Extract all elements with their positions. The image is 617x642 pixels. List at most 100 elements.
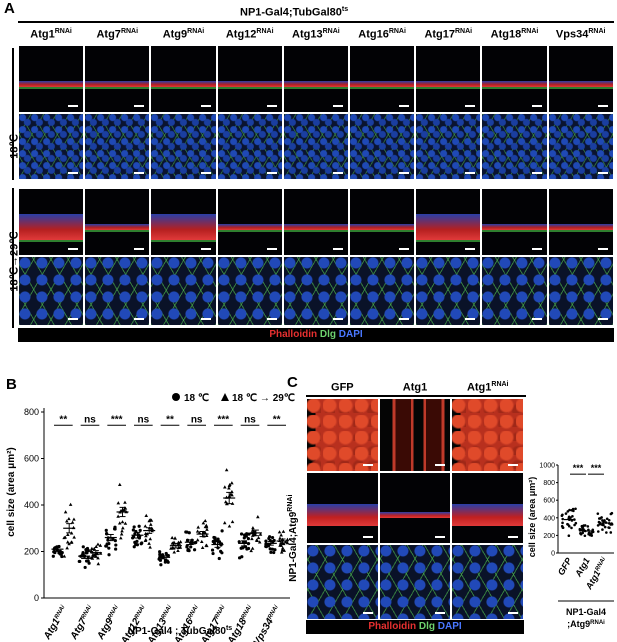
significance-label: *** bbox=[111, 414, 123, 425]
micrograph-atg17-row2 bbox=[415, 113, 482, 180]
data-point-circle bbox=[114, 547, 118, 551]
data-point-triangle bbox=[277, 530, 282, 534]
micrograph-vps34-row2 bbox=[547, 113, 614, 180]
data-point-triangle bbox=[63, 510, 68, 514]
data-point-circle bbox=[131, 528, 135, 532]
data-point-triangle bbox=[279, 543, 284, 547]
significance-label: ** bbox=[273, 414, 281, 425]
panel-c-micrograph-1-row2 bbox=[378, 472, 452, 544]
panel-a-genotype: NP1-Gal4;TubGal80ts bbox=[240, 6, 349, 19]
significance-label: ** bbox=[59, 414, 67, 425]
data-point-circle bbox=[87, 561, 91, 565]
micrograph-atg18-row1 bbox=[481, 45, 548, 113]
data-point-circle bbox=[220, 529, 224, 533]
panel-c-micrograph-2-row3 bbox=[451, 544, 525, 620]
micrograph-vps34-row4 bbox=[547, 256, 614, 326]
micrograph-atg12-row3 bbox=[216, 188, 283, 256]
data-point-triangle bbox=[195, 538, 200, 542]
data-point-triangle bbox=[251, 526, 255, 530]
data-point-circle bbox=[270, 535, 275, 540]
data-point-circle bbox=[192, 548, 197, 552]
column-label-atg16: Atg16RNAi bbox=[358, 28, 406, 41]
data-point-circle bbox=[84, 559, 89, 563]
data-point-triangle bbox=[230, 481, 234, 485]
data-point-triangle bbox=[96, 542, 100, 546]
data-point-triangle bbox=[149, 518, 154, 522]
panel-c-column-label-2: Atg1RNAi bbox=[466, 381, 509, 394]
data-point-triangle bbox=[256, 535, 261, 540]
data-point-triangle bbox=[94, 544, 98, 549]
column-label-atg12: Atg12RNAi bbox=[225, 28, 274, 41]
data-point-circle bbox=[213, 538, 217, 542]
legend-circle-marker bbox=[172, 393, 180, 401]
data-point-triangle bbox=[170, 535, 174, 540]
data-point-triangle bbox=[149, 522, 153, 526]
data-point-triangle bbox=[119, 536, 123, 540]
inset-ytick-label: 400 bbox=[543, 515, 555, 522]
inset-data-point bbox=[566, 522, 569, 526]
row-bracket-18c bbox=[12, 48, 14, 180]
legend-triangle-marker bbox=[221, 393, 229, 401]
data-point-triangle bbox=[250, 546, 255, 550]
data-point-triangle bbox=[285, 541, 290, 545]
data-point-triangle bbox=[147, 541, 151, 545]
data-point-circle bbox=[83, 565, 87, 570]
data-point-triangle bbox=[223, 485, 227, 489]
data-point-triangle bbox=[67, 542, 71, 546]
data-point-triangle bbox=[227, 486, 231, 490]
data-point-circle bbox=[264, 539, 268, 543]
significance-label: ns bbox=[244, 414, 256, 425]
data-point-circle bbox=[237, 540, 241, 544]
data-point-triangle bbox=[144, 513, 149, 517]
panel-b-ytick-label: 200 bbox=[24, 547, 39, 557]
inset-data-point bbox=[581, 525, 585, 529]
data-point-circle bbox=[105, 532, 109, 536]
legend-circle-label: 18 ℃ bbox=[184, 393, 209, 404]
data-point-circle bbox=[245, 547, 249, 551]
micrograph-atg12-row2 bbox=[216, 113, 283, 180]
data-point-triangle bbox=[178, 540, 183, 544]
panel-c-micrograph-2-row1 bbox=[451, 398, 525, 472]
category-label-atg18: Atg18RNAi bbox=[225, 604, 256, 642]
panel-a-top-rule bbox=[18, 21, 614, 23]
panel-c-micrograph-0-row2 bbox=[306, 472, 379, 544]
data-point-circle bbox=[217, 556, 221, 561]
panel-b-chart: ** ns *** ns ** ns *** ns ** 0 200 400 600 800 Atg1R… bbox=[6, 393, 295, 642]
data-point-triangle bbox=[68, 502, 73, 506]
micrograph-atg1-row3 bbox=[18, 188, 85, 256]
data-point-circle bbox=[212, 535, 216, 540]
data-point-triangle bbox=[92, 546, 97, 551]
data-point-triangle bbox=[250, 536, 254, 541]
data-point-circle bbox=[184, 530, 188, 534]
inset-ytick-label: 800 bbox=[543, 480, 555, 487]
micrograph-atg9-row2 bbox=[150, 113, 217, 180]
data-point-circle bbox=[57, 551, 61, 555]
data-point-circle bbox=[240, 555, 244, 559]
panel-c-micrograph-1-row3 bbox=[378, 544, 452, 620]
data-point-triangle bbox=[70, 520, 75, 524]
panel-c-bottom-label-2: ;Atg9RNAi bbox=[567, 619, 605, 629]
data-point-triangle bbox=[117, 521, 122, 525]
data-point-triangle bbox=[281, 529, 286, 533]
data-point-circle bbox=[268, 547, 272, 551]
inset-data-point bbox=[597, 517, 601, 520]
inset-data-point bbox=[561, 517, 564, 521]
inset-data-point bbox=[561, 521, 564, 525]
data-point-triangle bbox=[199, 539, 204, 544]
data-point-triangle bbox=[250, 528, 255, 532]
data-point-circle bbox=[104, 528, 108, 532]
inset-data-point bbox=[603, 525, 607, 529]
inset-data-point bbox=[610, 511, 614, 515]
panel-b-letter: B bbox=[6, 376, 17, 393]
data-point-circle bbox=[113, 525, 117, 529]
data-point-triangle bbox=[230, 519, 235, 524]
data-point-triangle bbox=[148, 537, 153, 541]
data-point-triangle bbox=[119, 532, 124, 536]
inset-data-point bbox=[579, 532, 582, 535]
data-point-circle bbox=[113, 539, 117, 543]
data-point-circle bbox=[114, 543, 118, 547]
data-point-circle bbox=[106, 538, 110, 542]
column-label-atg13: Atg13RNAi bbox=[292, 28, 340, 41]
data-point-triangle bbox=[63, 535, 68, 539]
